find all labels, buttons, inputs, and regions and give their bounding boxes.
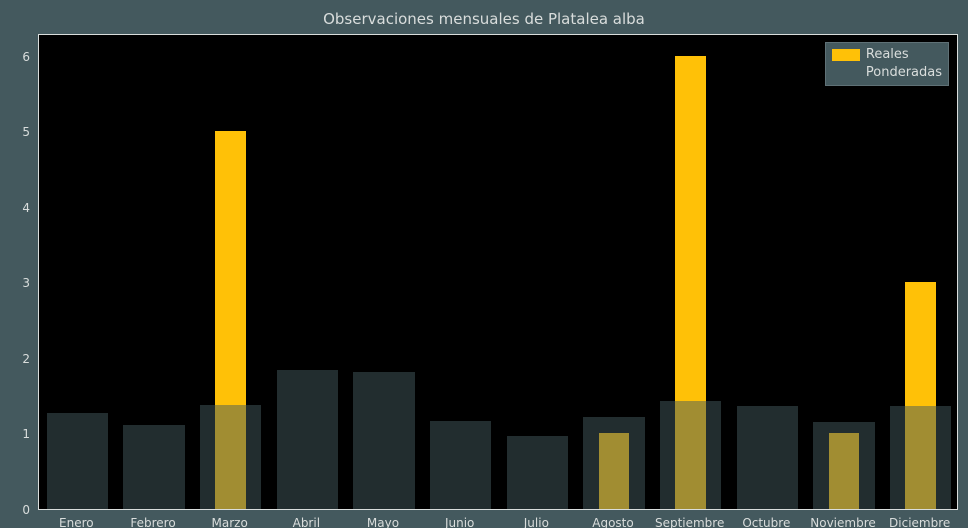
x-tick-label: Noviembre xyxy=(810,516,876,528)
legend-item: Reales xyxy=(832,47,942,63)
legend: Reales Ponderadas xyxy=(825,42,949,86)
x-tick-label: Junio xyxy=(445,516,474,528)
x-tick-label: Febrero xyxy=(130,516,175,528)
y-tick-label: 3 xyxy=(22,276,30,290)
y-tick-label: 2 xyxy=(22,352,30,366)
legend-label: Reales xyxy=(866,47,909,63)
legend-swatch xyxy=(832,49,860,61)
x-tick-label: Mayo xyxy=(367,516,399,528)
ponderadas-bar xyxy=(660,401,721,509)
chart-title: Observaciones mensuales de Platalea alba xyxy=(0,10,968,28)
x-tick-label: Diciembre xyxy=(889,516,950,528)
x-tick-label: Enero xyxy=(59,516,94,528)
x-tick-label: Abril xyxy=(293,516,320,528)
x-tick-label: Agosto xyxy=(592,516,633,528)
x-tick-label: Julio xyxy=(524,516,549,528)
x-tick-label: Marzo xyxy=(212,516,248,528)
figure: Observaciones mensuales de Platalea alba… xyxy=(0,0,968,528)
legend-item: Ponderadas xyxy=(832,65,942,81)
y-tick-label: 5 xyxy=(22,125,30,139)
y-tick-label: 4 xyxy=(22,201,30,215)
y-tick-label: 1 xyxy=(22,427,30,441)
x-tick-label: Octubre xyxy=(742,516,790,528)
ponderadas-bar xyxy=(47,413,108,509)
ponderadas-bar xyxy=(890,406,951,509)
ponderadas-bar xyxy=(507,436,568,509)
ponderadas-bar xyxy=(430,421,491,509)
ponderadas-bar xyxy=(813,422,874,509)
ponderadas-bar xyxy=(583,417,644,509)
x-tick-label: Septiembre xyxy=(655,516,724,528)
legend-label: Ponderadas xyxy=(866,65,942,81)
ponderadas-bar xyxy=(353,372,414,510)
ponderadas-bar xyxy=(123,425,184,509)
ponderadas-bar xyxy=(737,406,798,509)
plot-area: Reales Ponderadas xyxy=(38,34,958,510)
legend-swatch xyxy=(832,66,860,78)
ponderadas-bar xyxy=(200,405,261,509)
ponderadas-bar xyxy=(277,370,338,509)
y-tick-label: 6 xyxy=(22,50,30,64)
y-tick-label: 0 xyxy=(22,503,30,517)
